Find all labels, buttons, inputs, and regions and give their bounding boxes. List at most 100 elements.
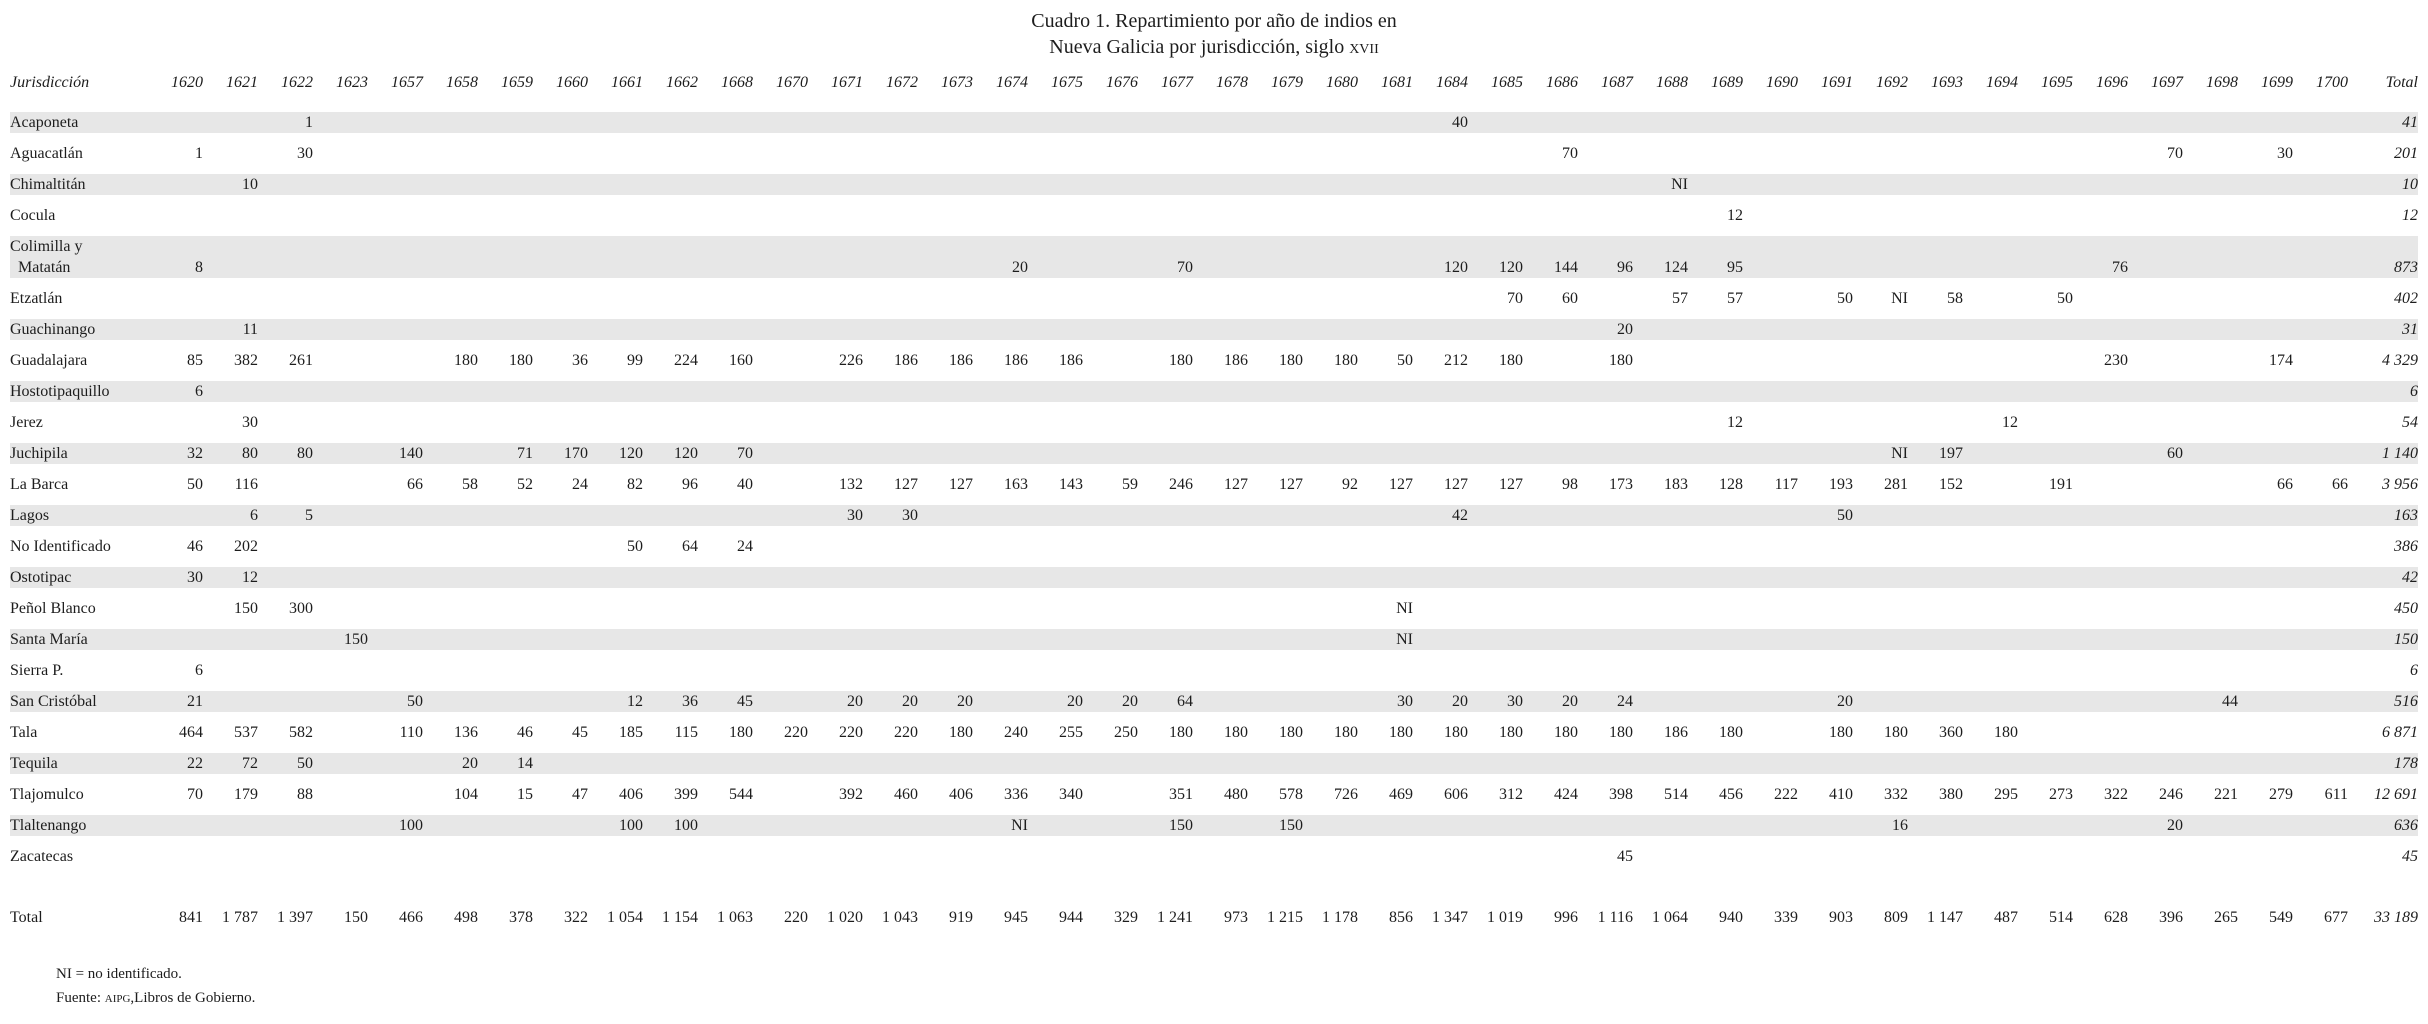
cell-1678: 127 (1224, 476, 1248, 493)
cell-1690: 1690 (1766, 74, 1798, 91)
cell-1680: 726 (1334, 786, 1358, 803)
cell-1697: 70 (2167, 145, 2183, 162)
cell-1684: 127 (1444, 476, 1468, 493)
cell-1686: 1686 (1546, 74, 1578, 91)
cell-1694: 295 (1994, 786, 2018, 803)
cell-1674: 945 (1004, 909, 1028, 926)
cell-1622: 5 (305, 507, 313, 524)
footnote-source-archive: aipg (104, 990, 131, 1006)
footnote-source-prefix: Fuente: (56, 990, 105, 1006)
table-row: Chimaltitán 10 NI 10 (10, 174, 2418, 195)
cell-1668: 40 (737, 476, 753, 493)
cell-1693: 1 147 (1927, 909, 1963, 926)
cell-1678: 973 (1224, 909, 1248, 926)
table-row: Cocula 12 12 (10, 205, 2418, 226)
cell-1668: 70 (737, 445, 753, 462)
cell-1688: NI (1671, 176, 1688, 193)
table-title-line2: Nueva Galicia por jurisdicción, siglo xv… (0, 34, 2428, 60)
table-total-row: Total 841 1 787 1 397 150 466 498 378 322 1 054 1 … (10, 907, 2418, 928)
cell-1661: 406 (619, 786, 643, 803)
cell-1686: 180 (1554, 724, 1578, 741)
cell-1692: NI (1891, 290, 1908, 307)
cell-1694: 487 (1994, 909, 2018, 926)
cell-1620: 8 (195, 259, 203, 276)
cell-1672: 20 (902, 693, 918, 710)
cell-1662: 100 (674, 817, 698, 834)
cell-1687: 24 (1617, 693, 1633, 710)
row-label: Guadalajara (10, 352, 88, 369)
cell-1620: 50 (187, 476, 203, 493)
cell-1671: 30 (847, 507, 863, 524)
footnote-source-suffix: ,Libros de Gobierno. (130, 990, 256, 1006)
cell-1675: 1675 (1051, 74, 1083, 91)
cell-1691: 50 (1837, 290, 1853, 307)
cell-1670: 1670 (776, 74, 808, 91)
cell-1657: 1657 (391, 74, 423, 91)
cell-1673: 919 (949, 909, 973, 926)
cell-1678: 180 (1224, 724, 1248, 741)
cell-1687: 45 (1617, 848, 1633, 865)
cell-1621: 179 (234, 786, 258, 803)
cell-1696: 628 (2104, 909, 2128, 926)
cell-1668: 24 (737, 538, 753, 555)
table-row: No Identificado 46 202 50 64 24 386 (10, 536, 2418, 557)
cell-1672: 1672 (886, 74, 918, 91)
cell-1679: 180 (1279, 352, 1303, 369)
cell-1687: 1687 (1601, 74, 1633, 91)
cell-1681: NI (1396, 631, 1413, 648)
cell-1662: 115 (674, 724, 698, 741)
cell-1662: 64 (682, 538, 698, 555)
cell-1689: 12 (1727, 414, 1743, 431)
cell-1686: 98 (1562, 476, 1578, 493)
cell-1672: 30 (902, 507, 918, 524)
cell-1684: 1684 (1436, 74, 1468, 91)
row-label: Total (10, 909, 43, 926)
row-label: Peñol Blanco (10, 600, 96, 617)
cell-1685: 180 (1499, 724, 1523, 741)
cell-1697: 246 (2159, 786, 2183, 803)
cell-1660: 45 (572, 724, 588, 741)
cell-total: 41 (2402, 114, 2418, 131)
cell-1673: 20 (957, 693, 973, 710)
cell-1691: 903 (1829, 909, 1853, 926)
cell-total: 1 140 (2382, 445, 2418, 462)
cell-1621: 1621 (226, 74, 258, 91)
cell-1688: 57 (1672, 290, 1688, 307)
table-row: Peñol Blanco 150 300 NI 450 (10, 598, 2418, 619)
cell-1685: 120 (1499, 259, 1523, 276)
cell-1657: 66 (407, 476, 423, 493)
footnote-source: Fuente: aipg,Libros de Gobierno. (56, 986, 255, 1010)
row-label: Aguacatlán (10, 145, 83, 162)
cell-1657: 140 (399, 445, 423, 462)
cell-1699: 549 (2269, 909, 2293, 926)
cell-1671: 1671 (831, 74, 863, 91)
table-row: Aguacatlán 1 30 70 70 30 201 (10, 143, 2418, 164)
cell-1661: 99 (627, 352, 643, 369)
cell-1621: 11 (242, 321, 258, 338)
cell-1673: 186 (949, 352, 973, 369)
repartimiento-table: Jurisdicción 1620 1621 1622 1623 1657 1658 1659… (10, 72, 2418, 938)
cell-total: 163 (2394, 507, 2418, 524)
cell-1620: 32 (187, 445, 203, 462)
cell-1697: 60 (2167, 445, 2183, 462)
century-smallcaps: xvii (1349, 36, 1379, 58)
cell-1658: 136 (454, 724, 478, 741)
cell-1692: 180 (1884, 724, 1908, 741)
cell-1681: 469 (1389, 786, 1413, 803)
table-title: Cuadro 1. Repartimiento por año de indio… (0, 0, 2428, 60)
cell-1622: 1 (305, 114, 313, 131)
cell-1672: 186 (894, 352, 918, 369)
cell-1678: 1678 (1216, 74, 1248, 91)
cell-1676: 250 (1114, 724, 1138, 741)
cell-1679: 578 (1279, 786, 1303, 803)
cell-1677: 180 (1169, 352, 1193, 369)
cell-total: 450 (2394, 600, 2418, 617)
row-label: Acaponeta (10, 114, 79, 131)
cell-1686: 996 (1554, 909, 1578, 926)
cell-1677: 70 (1177, 259, 1193, 276)
table-row: Santa María 150 NI 150 (10, 629, 2418, 650)
cell-1675: 255 (1059, 724, 1083, 741)
table-row: San Cristóbal 21 50 12 36 45 20 20 20 20 20 64 30 20 3… (10, 691, 2418, 712)
cell-1698: 44 (2222, 693, 2238, 710)
